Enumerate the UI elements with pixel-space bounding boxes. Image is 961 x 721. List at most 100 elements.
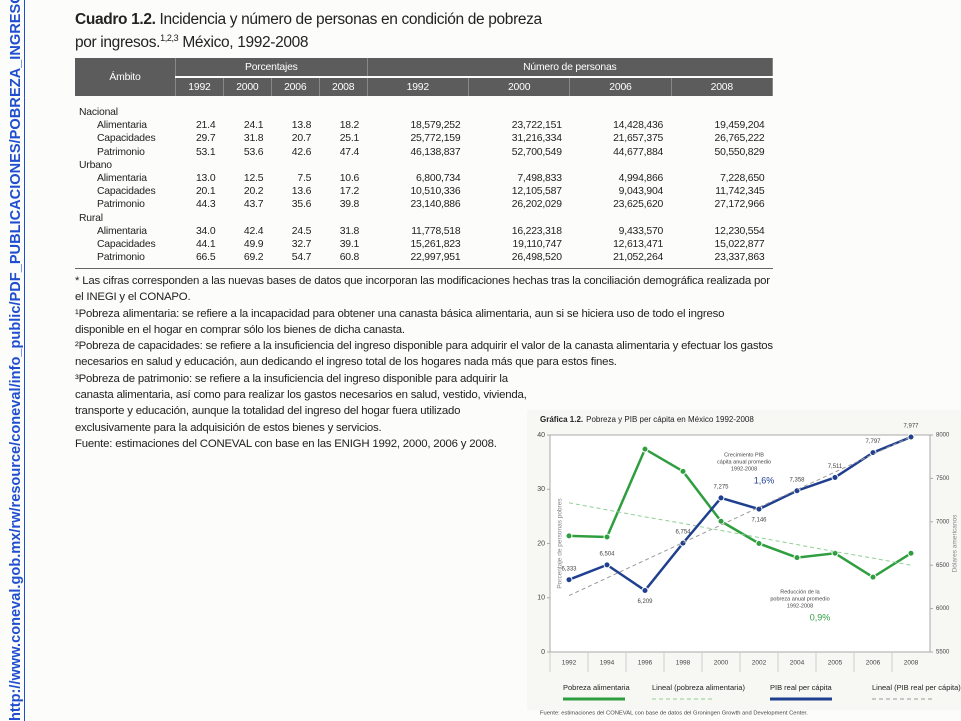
cell: 44.3	[195, 199, 216, 211]
note: ²Pobreza de capacidades: se refiere a la…	[75, 340, 773, 369]
cell: 34.0	[195, 225, 216, 237]
cell: 35.6	[291, 199, 312, 211]
cell: 53.1	[195, 146, 216, 158]
y-tick-label: 40	[537, 432, 545, 439]
legend-label: Lineal (pobreza alimentaria)	[652, 683, 745, 692]
title-text: Incidencia y número de personas en condi…	[75, 11, 542, 52]
poverty-table: Ámbito Porcentajes Número de personas 19…	[75, 58, 774, 270]
point	[565, 576, 573, 584]
x-tick-label: 1998	[676, 660, 691, 667]
cell: 14,428,436	[613, 120, 664, 132]
point	[907, 433, 915, 441]
note: Fuente: estimaciones del CONEVAL con bas…	[75, 437, 497, 450]
cell: 10.6	[339, 173, 360, 185]
cell: 21,657,375	[613, 133, 664, 145]
header-cell: Porcentajes	[175, 58, 368, 78]
point	[869, 449, 877, 457]
data-row: Alimentaria 13.0 12.5 7.5 10.6 6,800,734 7,498…	[75, 172, 773, 185]
year-cell: 2008	[671, 77, 774, 98]
data-row: Capacidades 44.1 49.9 32.7 39.1 15,261,823 19,…	[75, 238, 773, 251]
annotation-text: cápita anual promedio	[717, 459, 771, 465]
point	[679, 467, 687, 475]
cell: 25,772,159	[410, 133, 461, 145]
point	[641, 586, 649, 594]
cell: 26,498,520	[468, 251, 570, 270]
data-row: Capacidades 20.1 20.2 13.6 17.2 10,510,336 12,…	[75, 185, 773, 198]
cell: 19,459,204	[714, 120, 765, 132]
y2-tick-label: 6000	[936, 606, 950, 612]
data-row: Patrimonio 53.1 53.6 42.6 47.4 46,138,837 52,7…	[75, 146, 773, 159]
point	[679, 539, 687, 547]
point	[907, 549, 915, 557]
year-cell: 2000	[223, 77, 272, 98]
x-tick-label: 2006	[866, 660, 881, 667]
x-tick-label: 1992	[562, 660, 577, 667]
value-label: 7,977	[903, 424, 919, 430]
title-end: México, 1992-2008	[182, 34, 309, 52]
value-label: 7,358	[789, 477, 805, 483]
data-row: Alimentaria 21.4 24.1 13.8 18.2 18,579,252 23,…	[75, 119, 773, 132]
annotation-text: pobreza anual promedio	[770, 596, 829, 602]
cell: 50,550,829	[714, 146, 765, 158]
row-name: Patrimonio	[75, 251, 176, 270]
point	[717, 494, 725, 502]
row-name: Patrimonio	[97, 146, 145, 158]
y-tick-label: 10	[537, 595, 545, 602]
legend-label: Pobreza alimentaria	[563, 683, 631, 692]
y2-tick-label: 5500	[936, 650, 950, 656]
row-name: Alimentaria	[97, 225, 147, 237]
data-row: Patrimonio 44.3 43.7 35.6 39.8 23,140,886 26,2…	[75, 198, 773, 211]
cell: 4,994,866	[618, 173, 664, 185]
legend-label: Lineal (PIB real per cápita)	[872, 683, 961, 692]
cell: 15,261,823	[410, 239, 461, 251]
cell: 12,613,471	[613, 239, 664, 251]
cell: 31.8	[243, 133, 264, 145]
y2-tick-label: 6500	[936, 563, 950, 569]
year-cell: 1992	[175, 77, 224, 98]
cell: 52,700,549	[511, 146, 562, 158]
point	[717, 517, 725, 525]
annotation-value: 1,6%	[754, 475, 775, 485]
value-label: 7,275	[713, 485, 729, 491]
data-row: Patrimonio 66.5 69.2 54.7 60.8 22,997,951 26,4…	[75, 251, 773, 270]
cell: 49.9	[243, 239, 264, 251]
cell: 13.6	[291, 186, 312, 198]
cell: 20.7	[291, 133, 312, 145]
cell: 11,778,518	[411, 225, 461, 237]
point	[793, 554, 801, 562]
y-tick-label: 30	[537, 486, 545, 493]
cell: 44,677,884	[613, 146, 664, 158]
x-tick-label: 1994	[600, 660, 615, 667]
cell: 23,722,151	[511, 120, 562, 132]
cell: 9,433,570	[618, 225, 664, 237]
group-row: Nacional	[75, 97, 773, 119]
cell: 42.6	[291, 146, 312, 158]
data-row: Capacidades 29.7 31.8 20.7 25.1 25,772,159 31,…	[75, 132, 773, 145]
cell: 53.6	[243, 146, 264, 158]
cell: 12,105,587	[511, 186, 562, 198]
annotation-text: 1992-2008	[787, 603, 813, 609]
value-label: 7,797	[865, 439, 881, 445]
cell: 20.1	[195, 186, 216, 198]
value-label: 7,511	[828, 464, 843, 470]
year-cell: 2000	[468, 77, 571, 98]
point	[565, 532, 573, 540]
y2-tick-label: 7500	[936, 476, 950, 482]
group-name: Rural	[79, 212, 103, 224]
header-cell: Número de personas	[367, 58, 774, 78]
year-cell: 2008	[319, 77, 368, 98]
annotation-value: 0,9%	[810, 612, 831, 622]
annotation-text: Crecimiento PIB	[724, 452, 764, 458]
cell: 24.1	[243, 120, 264, 132]
row-name: Capacidades	[97, 239, 156, 251]
cell: 46,138,837	[410, 146, 461, 158]
cell: 21.4	[195, 120, 216, 132]
cell: 47.4	[339, 146, 360, 158]
cell: 31,216,334	[511, 133, 562, 145]
x-tick-label: 2005	[828, 660, 843, 667]
point	[603, 561, 611, 569]
trend-line	[568, 502, 912, 566]
footnotes: * Las cifras corresponden a las nuevas b…	[75, 273, 775, 452]
